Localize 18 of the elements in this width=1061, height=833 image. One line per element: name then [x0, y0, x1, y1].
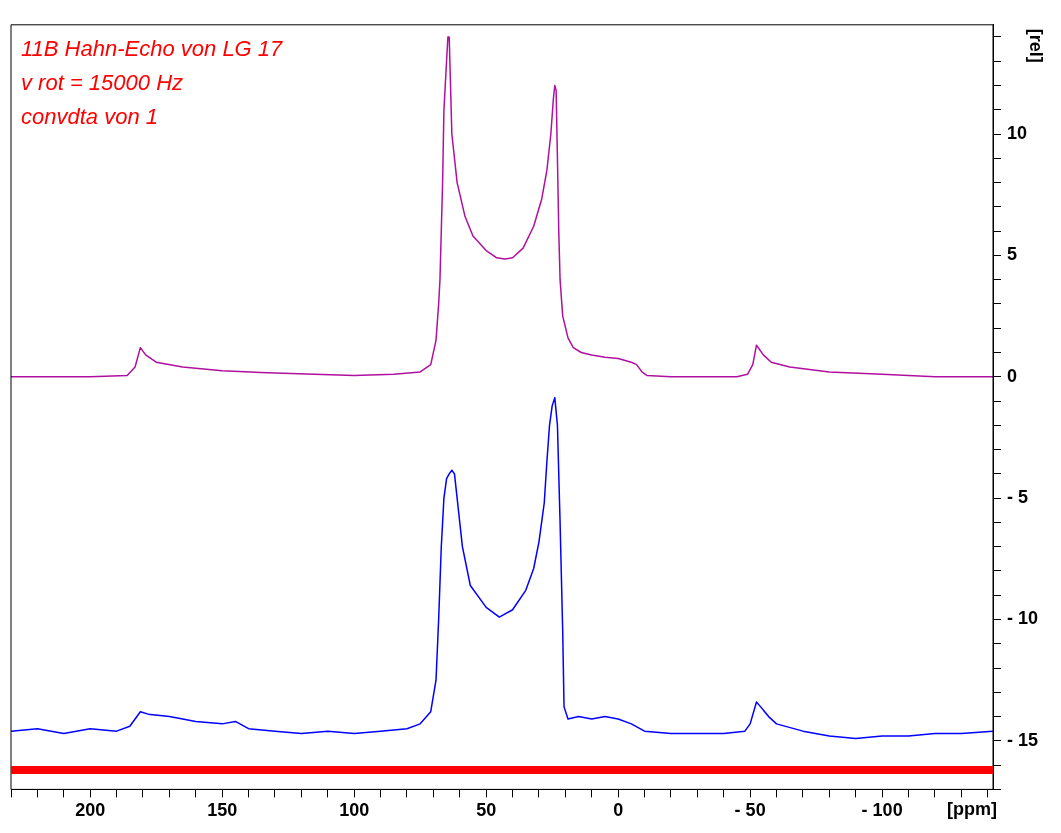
x-axis-title: [ppm]	[947, 799, 997, 820]
x-tick-label: 50	[476, 800, 497, 821]
x-tick-label: - 100	[861, 800, 903, 821]
annotation: convdta von 1	[21, 103, 158, 129]
annotation: 11B Hahn-Echo von LG 17	[21, 35, 284, 61]
y-axis-title: [rel]	[1026, 28, 1047, 63]
y-tick-label: 5	[1007, 244, 1018, 265]
x-tick-label: 150	[207, 800, 238, 821]
y-tick-label: 10	[1007, 123, 1028, 143]
x-tick-label: 0	[613, 800, 624, 821]
x-tick-label: 100	[339, 800, 370, 821]
annotation: v rot = 15000 Hz	[21, 69, 184, 95]
y-tick-label: 0	[1007, 365, 1018, 386]
y-tick-label: - 10	[1007, 608, 1039, 629]
x-tick-label: 200	[75, 800, 106, 821]
y-tick-label: - 15	[1007, 729, 1039, 750]
y-tick-label: - 5	[1007, 487, 1029, 508]
x-tick-label: - 50	[734, 800, 766, 821]
